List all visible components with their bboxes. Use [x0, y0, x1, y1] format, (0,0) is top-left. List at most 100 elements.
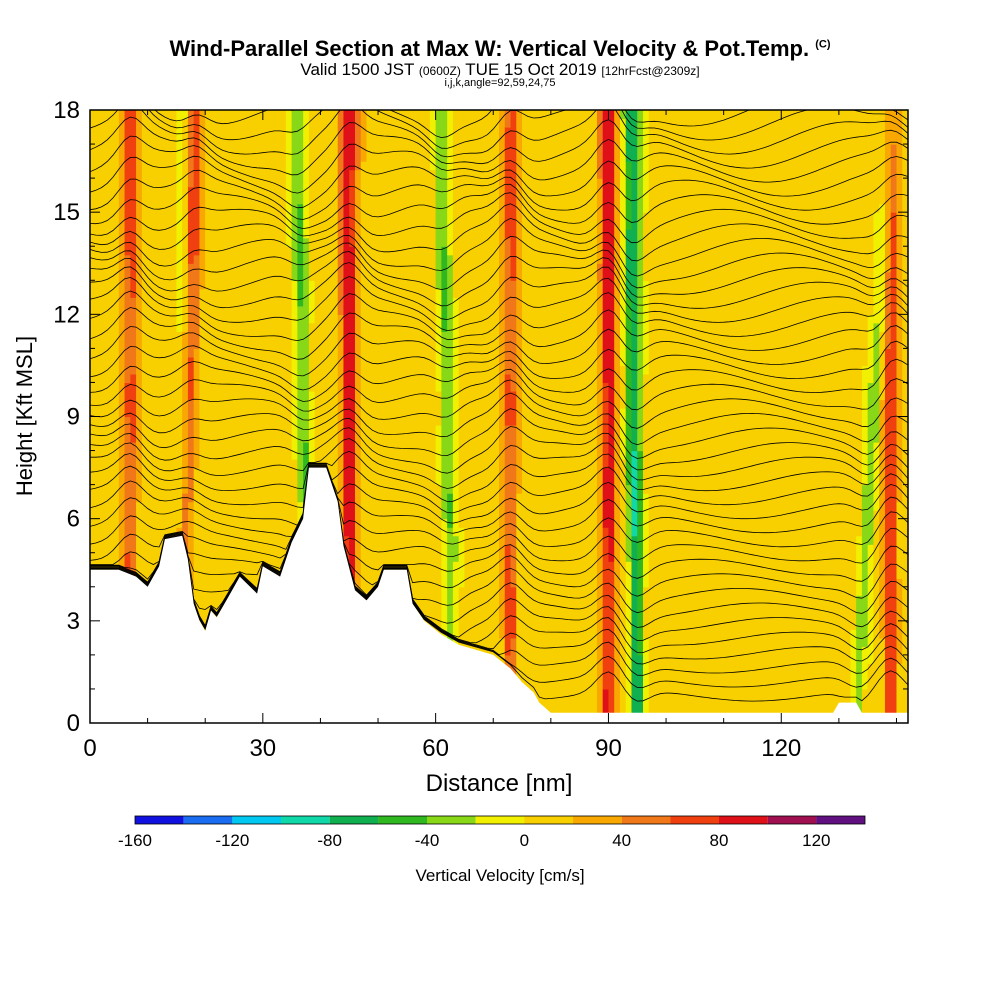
velocity-cell: [268, 186, 275, 196]
velocity-cell: [210, 407, 218, 418]
velocity-cell: [251, 169, 258, 179]
velocity-cell: [199, 407, 206, 418]
velocity-cell: [234, 373, 241, 384]
velocity-cell: [331, 152, 339, 162]
velocity-cell: [303, 203, 310, 213]
velocity-cell: [239, 271, 247, 281]
velocity-cell: [435, 271, 442, 281]
velocity-cell: [113, 484, 120, 494]
velocity-cell: [159, 169, 166, 179]
velocity-cell: [153, 127, 160, 137]
velocity-cell: [107, 501, 114, 511]
velocity-cell: [257, 450, 264, 460]
velocity-cell: [239, 535, 247, 545]
velocity-cell: [95, 535, 103, 545]
velocity-cell: [280, 390, 287, 401]
velocity-cell: [210, 578, 218, 588]
velocity-cell: [234, 280, 241, 290]
velocity-cell: [262, 501, 270, 511]
velocity-cell: [412, 212, 419, 222]
velocity-cell: [285, 365, 293, 375]
velocity-cell: [314, 288, 322, 298]
velocity-cell: [401, 195, 408, 205]
velocity-cell: [337, 161, 345, 171]
velocity-cell: [435, 382, 442, 392]
velocity-cell: [228, 552, 235, 562]
velocity-cell: [205, 578, 212, 588]
velocity-cell: [470, 152, 477, 162]
velocity-cell: [216, 527, 224, 537]
velocity-cell: [354, 280, 362, 290]
velocity-cell: [164, 493, 172, 503]
velocity-cell: [222, 331, 229, 341]
velocity-cell: [130, 348, 137, 358]
velocity-cell: [262, 220, 270, 230]
velocity-cell: [187, 169, 195, 179]
velocity-cell: [481, 467, 489, 477]
velocity-cell: [401, 135, 408, 145]
velocity-cell: [234, 407, 241, 418]
velocity-cell: [481, 407, 489, 418]
velocity-cell: [308, 186, 316, 196]
velocity-cell: [481, 263, 489, 273]
velocity-cell: [464, 586, 471, 596]
velocity-cell: [360, 135, 368, 145]
velocity-cell: [349, 161, 356, 171]
velocity-cell: [222, 442, 229, 452]
velocity-cell: [429, 425, 437, 435]
velocity-cell: [274, 203, 281, 213]
velocity-cell: [366, 305, 373, 315]
velocity-cell: [199, 288, 206, 298]
velocity-cell: [354, 237, 362, 247]
velocity-cell: [118, 305, 126, 315]
velocity-cell: [170, 118, 178, 128]
velocity-cell: [360, 348, 368, 358]
velocity-cell: [95, 161, 103, 171]
velocity-cell: [95, 110, 103, 120]
velocity-cell: [153, 518, 160, 528]
velocity-cell: [170, 169, 178, 179]
velocity-cell: [337, 220, 345, 230]
velocity-cell: [101, 152, 108, 162]
velocity-cell: [210, 305, 218, 315]
velocity-cell: [176, 280, 183, 290]
velocity-cell: [130, 280, 137, 290]
velocity-cell: [331, 339, 339, 349]
velocity-cell: [141, 263, 149, 273]
velocity-cell: [424, 348, 431, 358]
velocity-cell: [193, 229, 201, 239]
velocity-cell: [222, 263, 229, 273]
velocity-cell: [366, 390, 373, 401]
velocity-cell: [349, 178, 356, 188]
velocity-cell: [354, 425, 362, 435]
velocity-cell: [389, 246, 396, 256]
velocity-cell: [314, 178, 322, 188]
velocity-cell: [205, 280, 212, 290]
velocity-cell: [164, 407, 172, 418]
velocity-cell: [124, 382, 131, 392]
velocity-cell: [199, 169, 206, 179]
velocity-cell: [320, 229, 327, 239]
velocity-cell: [193, 390, 201, 401]
velocity-cell: [280, 484, 287, 494]
velocity-cell: [193, 195, 201, 205]
velocity-cell: [262, 212, 270, 222]
velocity-cell: [262, 305, 270, 315]
velocity-cell: [308, 288, 316, 298]
velocity-cell: [193, 271, 201, 281]
velocity-cell: [147, 110, 154, 120]
velocity-cell: [199, 280, 206, 290]
velocity-cell: [406, 203, 414, 213]
velocity-cell: [291, 339, 298, 349]
velocity-cell: [447, 527, 454, 537]
velocity-cell: [389, 433, 396, 443]
velocity-cell: [326, 263, 333, 273]
velocity-cell: [124, 450, 131, 460]
velocity-cell: [251, 552, 258, 562]
velocity-cell: [395, 212, 402, 222]
velocity-cell: [199, 229, 206, 239]
velocity-cell: [435, 493, 442, 503]
velocity-cell: [297, 382, 304, 392]
velocity-cell: [349, 322, 356, 332]
velocity-cell: [308, 322, 316, 332]
